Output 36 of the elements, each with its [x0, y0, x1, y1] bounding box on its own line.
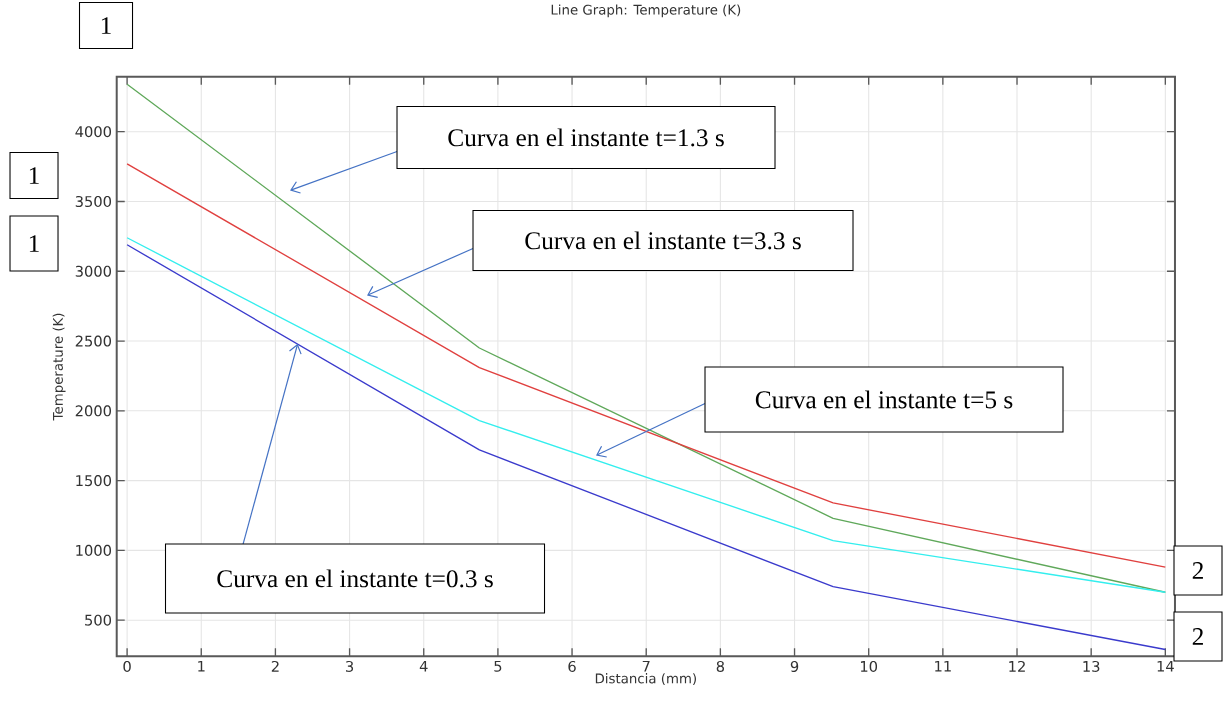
x-tick-label: 13 — [1083, 660, 1100, 672]
x-tick-label: 2 — [271, 660, 279, 672]
x-tick-label: 3 — [346, 660, 354, 672]
annotation: Curva en el instante t=3.3 s — [525, 231, 801, 250]
x-axis-title: Distancia (mm) — [595, 672, 696, 685]
y-tick-label: 1000 — [76, 544, 112, 556]
text: 1 — [101, 16, 111, 34]
x-tick-label: 8 — [716, 660, 725, 672]
chart-title: Line Graph: Temperature (K) — [551, 4, 741, 18]
y-tick-label: 500 — [85, 614, 112, 626]
x-tick-label: 0 — [123, 660, 131, 672]
x-tick-label: 9 — [790, 660, 799, 672]
x-tick-label: 1 — [198, 660, 205, 672]
y-tick-label: 4000 — [75, 125, 112, 138]
x-tick-label: 12 — [1009, 660, 1025, 672]
text: 1 — [29, 234, 39, 252]
annotation: Curva en el instante t=0.3 s — [217, 569, 493, 588]
x-tick-label: 14 — [1157, 660, 1174, 672]
x-tick-label: 5 — [494, 660, 502, 672]
x-tick-label: 11 — [935, 660, 951, 672]
y-tick-label: 3500 — [75, 195, 112, 207]
x-tick-label: 4 — [419, 660, 428, 672]
y-axis-title: Temperature (K) — [52, 313, 66, 421]
x-tick-label: 6 — [568, 660, 576, 672]
x-tick-label: 7 — [642, 660, 650, 672]
y-tick-label: 1500 — [76, 474, 112, 486]
y-tick-label: 3000 — [75, 265, 112, 277]
line-series — [126, 162, 1166, 568]
annotation: Curva en el instante t=5 s — [755, 390, 1013, 409]
text: 2 — [1192, 627, 1203, 645]
x-tick-label: 10 — [860, 660, 878, 672]
annotation: Curva en el instante t=1.3 s — [448, 128, 724, 147]
y-tick-label: 2500 — [75, 335, 112, 347]
text: 1 — [29, 166, 39, 184]
text: 2 — [1192, 561, 1203, 579]
y-tick-label: 2000 — [75, 405, 112, 417]
